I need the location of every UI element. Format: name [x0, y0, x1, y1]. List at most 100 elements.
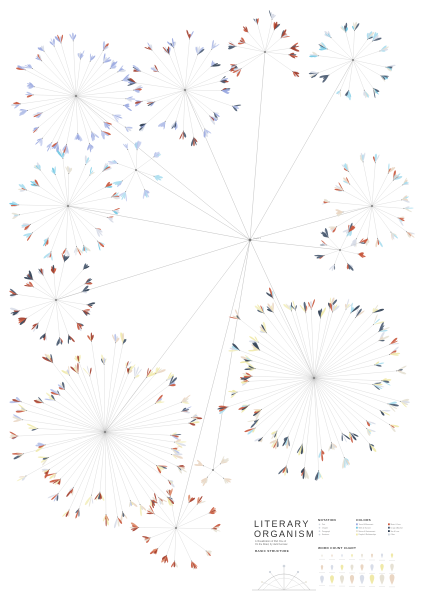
paragraph-petal	[231, 64, 237, 67]
paragraph-node	[211, 528, 213, 530]
paragraph-node	[111, 196, 113, 198]
paragraph-node	[125, 191, 127, 193]
paragraph-petal	[299, 304, 306, 313]
paragraph-petal	[74, 364, 79, 374]
paragraph-petal	[373, 88, 376, 99]
paragraph-petal	[381, 378, 387, 381]
paragraph-node	[341, 432, 343, 434]
paragraph-petal	[56, 150, 63, 159]
paragraph-node	[154, 402, 156, 404]
paragraph-petal	[191, 561, 198, 567]
paragraph-node	[188, 422, 190, 424]
paragraph-petal	[155, 369, 166, 374]
paragraph-petal	[122, 332, 124, 344]
paragraph-node	[153, 156, 155, 158]
paragraph-petal	[42, 268, 45, 276]
paragraph-node	[213, 111, 215, 113]
paragraph-petal	[271, 431, 277, 435]
paragraph-petal	[137, 141, 142, 150]
paragraph-petal	[232, 68, 242, 73]
paragraph-petal	[89, 172, 95, 176]
paragraph-node	[368, 443, 370, 445]
paragraph-node	[24, 69, 26, 71]
paragraph-petal	[232, 68, 242, 71]
paragraph-petal	[29, 64, 33, 69]
paragraph-petal	[342, 457, 345, 469]
paragraph-petal	[61, 381, 65, 390]
paragraph-petal	[197, 46, 199, 55]
paragraph-petal	[281, 29, 287, 38]
paragraph-petal	[34, 179, 39, 187]
chapter-node	[264, 51, 266, 53]
word-count-glyph	[389, 574, 395, 585]
paragraph-petal	[230, 64, 237, 66]
paragraph-petal	[373, 88, 378, 93]
paragraph-node	[208, 512, 210, 514]
paragraph-petal	[191, 413, 197, 418]
paragraph-petal	[104, 122, 107, 129]
paragraph-node	[385, 66, 387, 68]
paragraph-petal	[117, 191, 126, 197]
paragraph-petal	[145, 537, 151, 542]
paragraph-petal	[126, 143, 128, 150]
chapter-cluster	[308, 21, 396, 101]
paragraph-petal	[196, 459, 204, 466]
paragraph-petal	[129, 500, 131, 508]
paragraph-petal	[372, 37, 382, 42]
paragraph-node	[380, 75, 382, 77]
paragraph-petal	[253, 340, 260, 351]
paragraph-petal	[174, 442, 187, 447]
paragraph-petal	[53, 473, 57, 479]
paragraph-petal	[49, 473, 57, 479]
paragraph-petal	[327, 30, 331, 38]
paragraph-petal	[212, 528, 221, 532]
paragraph-petal	[112, 114, 122, 116]
paragraph-petal	[244, 368, 256, 370]
paragraph-petal	[77, 355, 80, 363]
paragraph-petal	[281, 35, 291, 38]
paragraph-petal	[274, 431, 277, 438]
paragraph-node	[117, 516, 119, 518]
paragraph-petal	[372, 308, 385, 313]
paragraph-petal	[343, 177, 350, 185]
paragraph-petal	[146, 367, 149, 378]
paragraph-node	[32, 232, 34, 234]
paragraph-petal	[380, 75, 386, 82]
paragraph-petal	[398, 217, 405, 222]
paragraph-petal	[372, 307, 375, 313]
paragraph-node	[106, 216, 108, 218]
paragraph-petal	[28, 270, 33, 280]
paragraph-petal	[21, 476, 26, 481]
paragraph-petal	[316, 255, 325, 259]
paragraph-petal	[330, 226, 337, 230]
paragraph-petal	[37, 398, 44, 403]
paragraph-petal	[10, 103, 21, 107]
chapter-cluster	[10, 32, 144, 154]
paragraph-petal	[321, 42, 328, 50]
paragraph-node	[63, 261, 65, 263]
paragraph-petal	[236, 315, 240, 320]
color-item: Sex & Love	[391, 531, 400, 533]
paragraph-petal	[77, 362, 79, 374]
paragraph-petal	[125, 96, 133, 99]
paragraph-node	[78, 508, 80, 510]
paragraph-petal	[140, 504, 147, 511]
paragraph-node	[372, 87, 374, 89]
paragraph-petal	[82, 367, 90, 376]
chapter-cluster	[107, 140, 163, 202]
paragraph-node	[349, 183, 351, 185]
paragraph-petal	[18, 318, 27, 322]
paragraph-node	[348, 231, 350, 233]
paragraph-petal	[87, 304, 93, 308]
word-count-glyph	[371, 553, 373, 558]
paragraph-petal	[171, 454, 178, 460]
paragraph-petal	[94, 492, 100, 500]
paragraph-node	[112, 114, 114, 116]
paragraph-node	[387, 403, 389, 405]
paragraph-petal	[44, 398, 55, 401]
paragraph-petal	[35, 138, 43, 145]
paragraph-petal	[68, 510, 70, 517]
paragraph-petal	[25, 283, 34, 287]
paragraph-petal	[59, 148, 63, 159]
paragraph-petal	[363, 90, 366, 97]
